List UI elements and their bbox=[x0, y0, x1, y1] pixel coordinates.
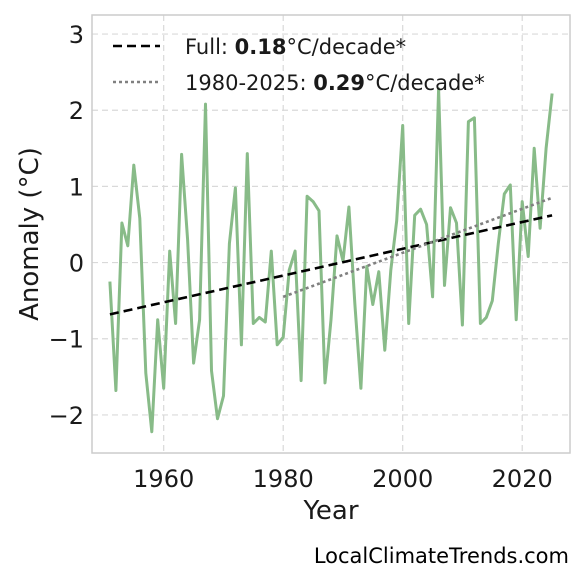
legend-entry: 1980-2025: 0.29°C/decade* bbox=[185, 71, 485, 95]
y-tick-label: −1 bbox=[49, 326, 84, 354]
x-tick-label: 2020 bbox=[492, 465, 553, 493]
x-tick-label: 1980 bbox=[253, 465, 314, 493]
y-axis-label: Anomaly (°C) bbox=[15, 147, 45, 321]
y-tick-label: −2 bbox=[49, 402, 84, 430]
anomaly-chart: 1960 1980 2000 2020 −2 −1 0 1 2 3 Year Anomaly (°C)… bbox=[15, 14, 571, 526]
plot-frame bbox=[91, 14, 571, 454]
y-tick-label: 1 bbox=[69, 173, 84, 201]
x-axis-label: Year bbox=[302, 496, 358, 526]
plot-area bbox=[92, 15, 570, 453]
anomaly-series-line bbox=[108, 87, 554, 434]
full-trend-line bbox=[109, 214, 553, 316]
x-tick-label: 2000 bbox=[372, 465, 433, 493]
credit-text: LocalClimateTrends.com bbox=[313, 544, 569, 568]
y-tick-label: 3 bbox=[69, 21, 84, 49]
x-tick-label: 1960 bbox=[133, 465, 194, 493]
y-tick-label: 2 bbox=[69, 97, 84, 125]
y-tick-label: 0 bbox=[69, 250, 84, 278]
legend-entry: Full: 0.18°C/decade* bbox=[185, 35, 406, 59]
